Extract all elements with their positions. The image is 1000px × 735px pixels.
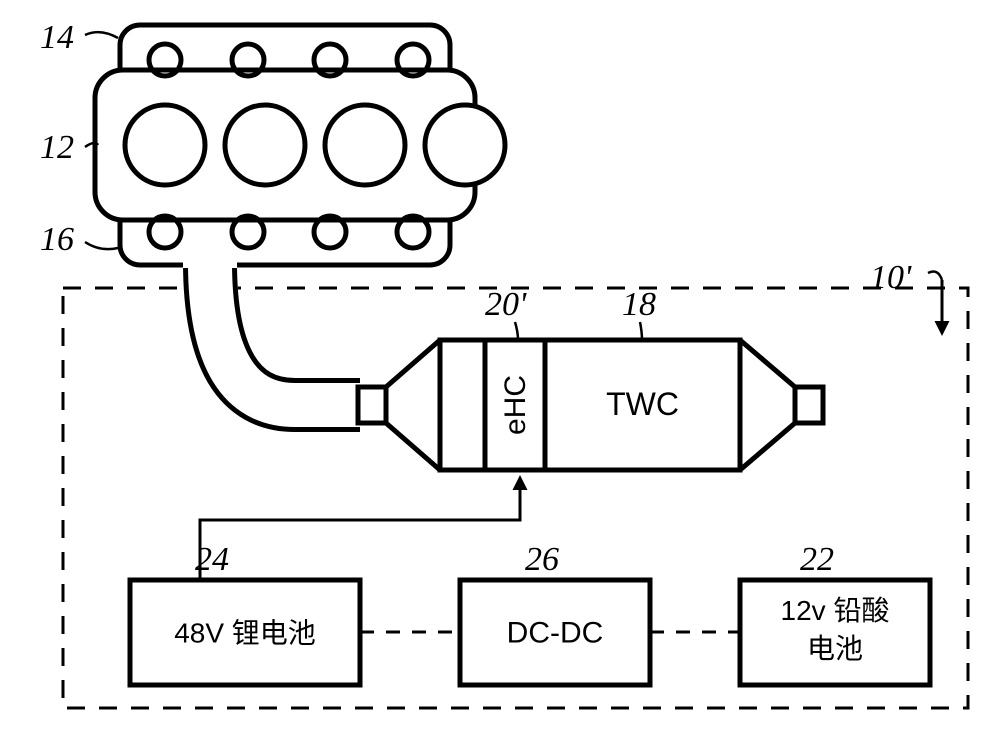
conn-48v-to-ehc bbox=[200, 478, 520, 580]
box-dcdc-label: DC-DC bbox=[507, 617, 604, 650]
ref-14: 14 bbox=[40, 19, 74, 56]
engine-catalyst-diagram: eHC TWC 48V 锂电池 DC-DC 12v 铅酸电池 14 12 16 20' 18 10'… bbox=[0, 0, 1000, 735]
ref-12: 12 bbox=[40, 129, 74, 166]
ref-20p: 20' bbox=[485, 286, 527, 323]
ref-22: 22 bbox=[800, 541, 834, 578]
ref-26: 26 bbox=[525, 541, 559, 578]
box-12v-label-2: 电池 bbox=[807, 633, 863, 664]
box-48v-label: 48V 锂电池 bbox=[174, 618, 316, 649]
twc-label: TWC bbox=[606, 386, 679, 422]
ref-18: 18 bbox=[622, 286, 656, 323]
ref-16: 16 bbox=[40, 221, 74, 258]
ehc-label: eHC bbox=[499, 375, 532, 435]
box-12v-label-1: 12v 铅酸 bbox=[781, 595, 890, 626]
ref-24: 24 bbox=[195, 541, 229, 578]
ref-10p: 10' bbox=[870, 259, 912, 296]
